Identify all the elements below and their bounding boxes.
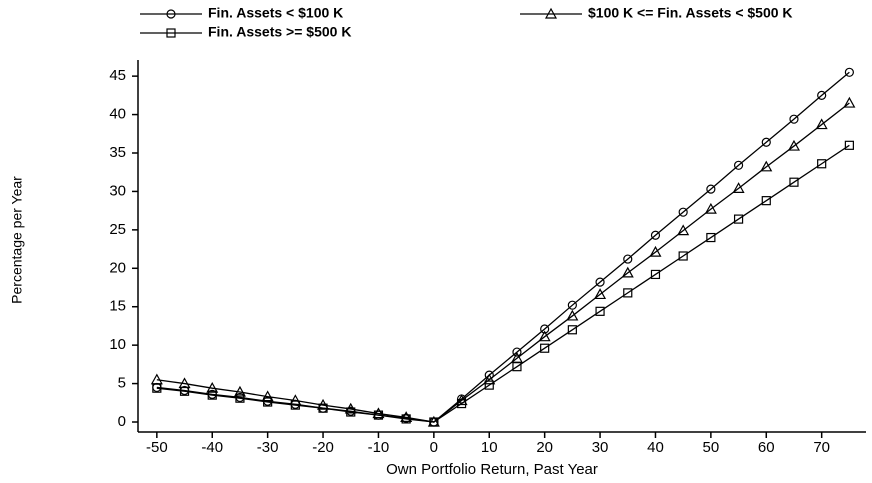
data-point xyxy=(346,407,356,417)
data-point xyxy=(761,137,771,147)
data-point xyxy=(844,140,854,150)
data-point xyxy=(817,90,827,100)
y-axis-label: Percentage per Year xyxy=(9,176,25,304)
data-point xyxy=(594,288,607,300)
x-tick-label: 70 xyxy=(813,439,830,456)
data-point xyxy=(179,386,190,396)
y-tick-label: 15 xyxy=(109,298,126,315)
y-tick-label: 5 xyxy=(118,375,126,392)
data-point xyxy=(512,347,522,357)
data-point xyxy=(401,414,411,424)
x-tick-label: 0 xyxy=(430,439,438,456)
y-tick-label: 25 xyxy=(109,221,126,238)
data-point xyxy=(787,139,800,151)
data-point xyxy=(649,245,662,257)
data-point xyxy=(733,160,744,170)
y-tick-label: 35 xyxy=(109,144,126,161)
data-point xyxy=(623,288,633,298)
data-point xyxy=(789,177,799,187)
x-tick-label: 30 xyxy=(592,439,609,456)
legend-label: Fin. Assets < $100 K xyxy=(208,5,343,21)
legend-label: Fin. Assets >= $500 K xyxy=(208,24,351,40)
data-point xyxy=(789,114,799,124)
data-point xyxy=(540,324,550,334)
legend-marker xyxy=(166,9,176,19)
y-tick-label: 20 xyxy=(109,259,126,276)
data-point xyxy=(207,390,217,400)
data-point xyxy=(650,269,661,280)
data-point xyxy=(843,96,856,108)
data-point xyxy=(152,383,162,393)
data-point xyxy=(263,397,273,407)
data-point xyxy=(290,400,300,410)
y-tick-label: 30 xyxy=(109,182,126,199)
data-point xyxy=(456,398,467,409)
x-tick-label: 60 xyxy=(758,439,775,456)
data-point xyxy=(538,330,551,342)
data-point xyxy=(372,407,385,419)
legend-marker xyxy=(544,7,558,19)
data-point xyxy=(817,159,827,169)
data-point xyxy=(373,410,384,420)
data-point xyxy=(484,380,494,390)
x-tick-label: -30 xyxy=(257,439,279,456)
data-point xyxy=(733,214,744,224)
y-tick-label: 40 xyxy=(109,106,126,123)
x-tick-label: 20 xyxy=(536,439,553,456)
data-point xyxy=(318,403,328,413)
data-point xyxy=(540,343,550,353)
data-point xyxy=(595,277,605,287)
x-tick-label: -40 xyxy=(201,439,223,456)
y-tick-label: 10 xyxy=(109,336,126,353)
data-point xyxy=(677,224,690,236)
x-tick-label: 40 xyxy=(647,439,664,456)
data-point xyxy=(815,118,828,130)
legend-label: $100 K <= Fin. Assets < $500 K xyxy=(588,5,793,21)
data-point xyxy=(261,390,274,402)
x-tick-label: 50 xyxy=(703,439,720,456)
data-point xyxy=(400,411,413,422)
data-point xyxy=(704,202,717,214)
data-point xyxy=(732,182,745,193)
data-point xyxy=(623,254,633,264)
data-point xyxy=(844,67,854,77)
series-line xyxy=(156,144,850,423)
data-point xyxy=(678,251,688,261)
data-point xyxy=(150,373,163,385)
series-line xyxy=(156,71,850,423)
data-point xyxy=(235,393,245,403)
y-tick-label: 0 xyxy=(118,413,126,430)
legend-marker xyxy=(166,28,176,38)
series-line xyxy=(156,102,850,423)
x-tick-label: -20 xyxy=(312,439,334,456)
x-tick-label: -50 xyxy=(146,439,168,456)
data-point xyxy=(621,266,634,278)
data-point xyxy=(678,207,688,217)
data-point xyxy=(650,230,661,240)
data-point xyxy=(706,232,716,243)
x-axis-label: Own Portfolio Return, Past Year xyxy=(386,461,598,478)
data-point xyxy=(706,184,716,194)
x-tick-label: 10 xyxy=(481,439,498,456)
data-point xyxy=(483,373,496,385)
data-point xyxy=(566,309,579,321)
x-tick-label: -10 xyxy=(368,439,390,456)
data-point xyxy=(761,196,771,206)
data-point xyxy=(567,325,577,335)
data-point xyxy=(233,385,246,397)
data-point xyxy=(595,306,605,316)
data-point xyxy=(512,362,522,372)
data-point xyxy=(429,417,439,427)
data-point xyxy=(567,300,577,310)
data-point xyxy=(206,381,219,393)
data-point xyxy=(760,160,773,172)
y-tick-label: 45 xyxy=(109,67,126,84)
